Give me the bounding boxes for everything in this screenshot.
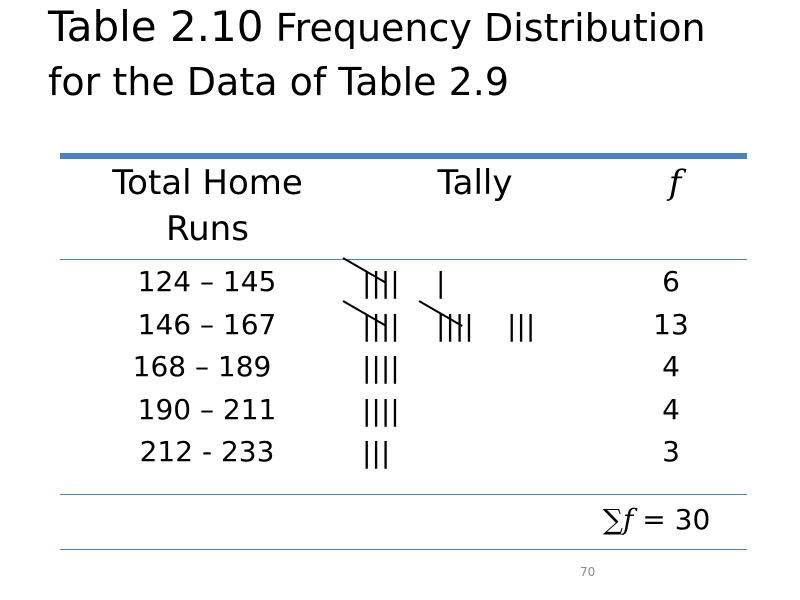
range-cell: 146 – 167 <box>137 308 277 341</box>
sum-symbol: ∑f <box>603 503 634 536</box>
body-bottom-rule <box>60 494 747 495</box>
header-frequency: f <box>668 163 682 203</box>
frequency-cell: 4 <box>662 350 680 383</box>
title-table-number: Table 2.10 <box>48 2 264 51</box>
page-number: 70 <box>580 565 596 579</box>
frequency-cell: 4 <box>662 393 680 426</box>
header-tally: Tally <box>437 163 513 203</box>
tally-group: |||| <box>362 351 400 384</box>
header-total-home-runs: Total Home Runs <box>112 163 303 249</box>
table-top-rule <box>60 153 747 159</box>
table-bottom-rule <box>60 549 747 550</box>
tally-group: ||| <box>362 436 391 469</box>
frequency-cell: 13 <box>653 308 689 341</box>
range-cell: 212 - 233 <box>139 435 275 468</box>
range-cell: 190 – 211 <box>137 393 277 426</box>
sum-value: = 30 <box>642 503 711 536</box>
title-text: Frequency Distribution for the Data of T… <box>48 6 706 104</box>
tally-group: | <box>436 266 446 299</box>
header-bottom-rule <box>60 259 747 260</box>
frequency-cell: 3 <box>662 435 680 468</box>
tally-group: ||| <box>507 309 536 342</box>
range-cell: 168 – 189 <box>132 350 272 383</box>
slide-title: Table 2.10 Frequency Distribution for th… <box>48 0 748 109</box>
frequency-total: ∑f = 30 <box>603 503 710 537</box>
tally-group: |||| <box>362 394 400 427</box>
range-cell: 124 – 145 <box>137 265 277 298</box>
frequency-cell: 6 <box>662 265 680 298</box>
